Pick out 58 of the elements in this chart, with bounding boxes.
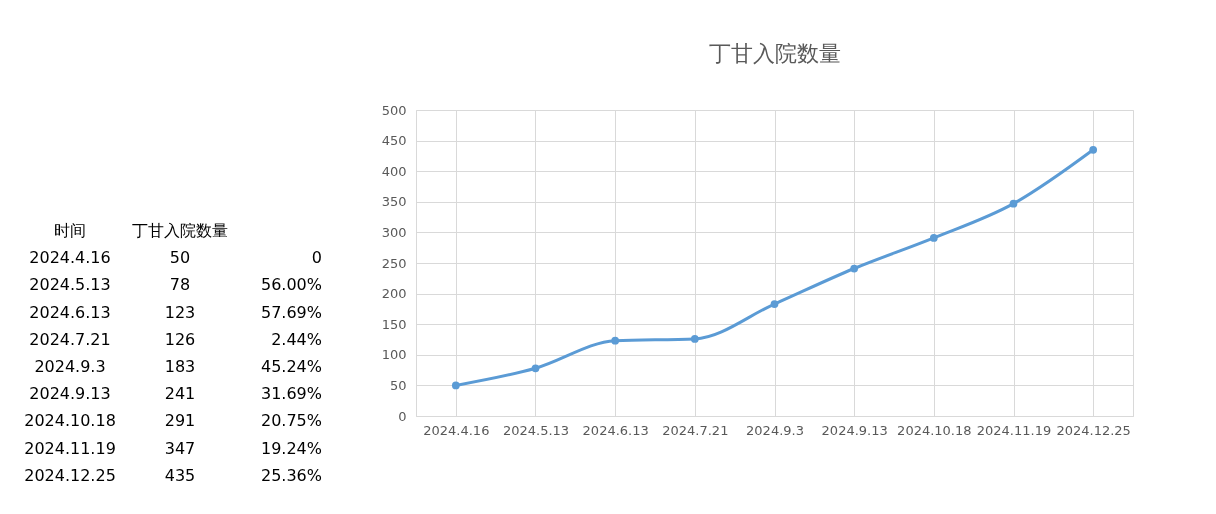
text: 347	[164, 438, 196, 458]
text: 丁甘入院数量	[132, 221, 228, 240]
chart-title: 丁甘入院数量	[708, 41, 841, 66]
point	[770, 300, 779, 308]
text: 20.75%	[260, 411, 322, 431]
y-tick-label: 500	[381, 102, 407, 118]
text: 78	[169, 275, 191, 295]
text: 435	[164, 465, 196, 485]
x-tick-label: 2024.7.21	[662, 422, 729, 438]
text: 0	[311, 248, 322, 268]
point	[531, 364, 540, 373]
text: 19.24%	[260, 438, 322, 458]
text: 2024.6.13	[29, 302, 111, 322]
text: 183	[164, 357, 196, 376]
x-tick-label: 2024.9.13	[821, 422, 888, 438]
text: 2024.12.25	[24, 465, 116, 485]
text: 241	[164, 384, 196, 404]
text: 2.44%	[271, 329, 322, 349]
point	[1089, 145, 1098, 154]
y-tick-label: 100	[381, 347, 407, 363]
x-tick-label: 2024.12.25	[1056, 422, 1131, 438]
text: 57.69%	[260, 302, 322, 322]
point	[850, 264, 859, 273]
text: 123	[164, 302, 196, 322]
x-tick-label: 2024.4.16	[423, 422, 490, 438]
text: 2024.11.19	[24, 438, 116, 458]
y-tick-label: 300	[381, 224, 407, 240]
point	[451, 381, 460, 390]
y-tick-label: 250	[381, 255, 407, 271]
point	[929, 234, 938, 242]
point	[611, 336, 620, 345]
text: 2024.7.21	[29, 329, 111, 349]
y-tick-label: 50	[389, 377, 407, 393]
y-tick-label: 200	[381, 286, 407, 302]
x-tick-label: 2024.10.18	[897, 422, 972, 438]
point	[690, 335, 699, 343]
y-tick-label: 400	[381, 163, 407, 179]
y-tick-label: 350	[381, 194, 407, 210]
text: 45.24%	[260, 357, 322, 376]
x-tick-label: 2024.9.3	[746, 422, 804, 438]
text: 126	[164, 329, 196, 349]
y-tick-label: 150	[381, 316, 407, 332]
text: 50	[169, 248, 191, 268]
text: 2024.9.3	[34, 357, 106, 376]
text: 2024.9.13	[29, 384, 111, 404]
text: 时间	[54, 221, 86, 240]
y-tick-label: 450	[381, 133, 407, 149]
text: 2024.5.13	[29, 275, 111, 295]
text: 25.36%	[260, 465, 322, 485]
y-tick-label: 0	[398, 408, 407, 424]
text: 2024.4.16	[29, 248, 111, 268]
point	[1009, 199, 1018, 208]
text: 291	[164, 411, 196, 431]
x-tick-label: 2024.11.19	[976, 422, 1052, 438]
text: 31.69%	[260, 384, 322, 404]
x-tick-label: 2024.6.13	[582, 422, 649, 438]
x-tick-label: 2024.5.13	[502, 422, 570, 438]
text: 56.00%	[260, 275, 322, 295]
